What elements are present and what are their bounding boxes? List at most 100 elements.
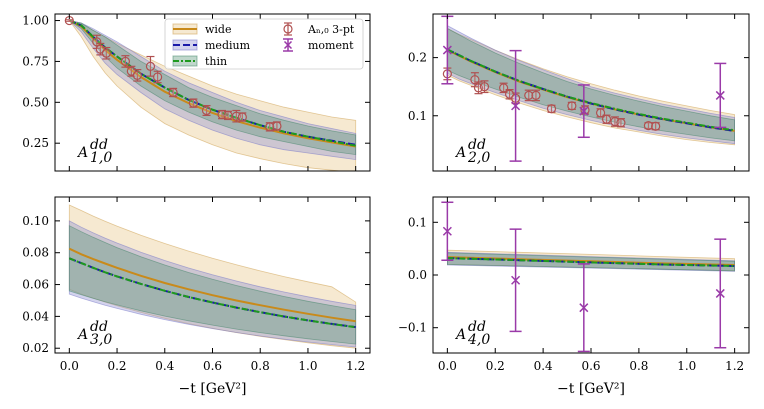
x-axis-label: −t [GeV²]: [557, 381, 625, 397]
point-moment: [442, 226, 452, 236]
x-tick-label: 1.2: [725, 359, 744, 373]
point-3pt: [265, 122, 275, 132]
point-3pt: [643, 121, 654, 131]
point-3pt: [546, 104, 557, 114]
y-tick-label: 0.06: [22, 278, 49, 292]
point-3pt: [237, 112, 247, 122]
line-medium: [447, 257, 735, 267]
line-thin: [68, 19, 356, 147]
line-wide: [68, 247, 356, 323]
panel-label-sup: dd: [90, 319, 108, 335]
panel-label: A: [454, 145, 466, 161]
y-tick-label: −0.1: [398, 321, 427, 335]
y-tick-label: 0.02: [22, 341, 49, 355]
y-tick-label: 0.08: [22, 246, 49, 260]
y-tick-label: 1.00: [22, 14, 49, 28]
band-thin: [68, 225, 357, 345]
y-tick-label: 0.50: [22, 95, 49, 109]
point-moment: [579, 106, 589, 116]
panel-label: A: [454, 327, 466, 343]
legend-marker-cross: [283, 40, 293, 50]
legend-label-circle: Aₙ,₀ 3-pt: [307, 23, 355, 36]
legend-label-cross: moment: [308, 39, 354, 52]
x-tick-label: 1.0: [677, 359, 696, 373]
point-3pt: [272, 121, 282, 131]
x-tick-label: 1.2: [346, 359, 365, 373]
chart-panel-3: 0.0 0.2 0.4 0.6 0.8 1.0 1.2 0.02 0.04 0.06 0.08 0.1…: [22, 196, 371, 397]
x-axis-label: −t [GeV²]: [179, 381, 247, 397]
point-3pt: [223, 110, 233, 120]
point-3pt: [153, 72, 163, 82]
legend-box: [164, 18, 364, 70]
y-tick-label: 0.10: [22, 214, 49, 228]
band-thin: [447, 27, 735, 142]
x-tick-label: 0.6: [581, 359, 600, 373]
legend-label-thin: thin: [205, 55, 227, 68]
plot-area: [64, 15, 357, 171]
legend-label-wide: wide: [205, 23, 232, 36]
plot-area: [441, 201, 735, 353]
point-3pt: [499, 83, 509, 93]
panel-label-sup: dd: [90, 137, 108, 153]
point-3pt: [651, 121, 661, 131]
panel-label: A: [76, 145, 88, 161]
point-3pt: [567, 101, 577, 111]
x-tick-label: 0.0: [60, 359, 79, 373]
point-3pt: [168, 87, 178, 98]
y-tick-label: 0.25: [22, 136, 49, 150]
point-3pt: [531, 90, 541, 101]
point-moment: [511, 101, 521, 111]
legend: wide medium thin Aₙ,₀ 3-pt moment: [164, 18, 364, 70]
point-moment: [715, 288, 725, 298]
plot-area: [441, 15, 735, 162]
point-moment: [579, 303, 589, 313]
point-moment: [511, 275, 521, 285]
chart-panel-2: 0.1 0.2 A dd2,0: [408, 13, 750, 172]
line-wide: [447, 256, 735, 266]
panel-label-sup: dd: [468, 319, 486, 335]
y-tick-label: 0.0: [408, 268, 427, 282]
x-tick-label: 0.0: [438, 359, 457, 373]
y-tick-label: 0.1: [408, 215, 427, 229]
x-tick-label: 0.4: [155, 359, 174, 373]
y-tick-label: 0.04: [22, 309, 49, 323]
x-tick-label: 0.4: [534, 359, 553, 373]
point-moment: [715, 90, 725, 100]
panel-label-sub: 2,0: [467, 150, 490, 166]
x-tick-label: 0.8: [251, 359, 270, 373]
y-tick-label: 0.75: [22, 54, 49, 68]
line-thin: [446, 48, 735, 132]
chart-panel-1: 0.25 0.50 0.75 1.00 A dd1,0 wide medium thin Aₙ,₀…: [22, 13, 371, 172]
band-medium: [68, 220, 357, 348]
x-tick-label: 0.2: [486, 359, 505, 373]
y-tick-label: 0.2: [408, 51, 427, 65]
y-tick-label: 0.1: [408, 109, 427, 123]
x-tick-label: 1.0: [298, 359, 317, 373]
legend-marker-circle: [283, 24, 293, 34]
legend-label-medium: medium: [205, 39, 251, 52]
panel-label-sup: dd: [468, 137, 486, 153]
panel-label: A: [76, 327, 88, 343]
point-3pt: [101, 48, 111, 58]
point-3pt: [188, 98, 199, 108]
point-3pt: [145, 61, 156, 71]
point-3pt: [92, 37, 102, 47]
plot-area: [68, 204, 357, 349]
line-thin: [68, 257, 356, 329]
x-tick-label: 0.2: [107, 359, 126, 373]
point-3pt: [120, 56, 130, 67]
point-3pt: [201, 105, 212, 116]
point-3pt: [132, 70, 142, 80]
point-moment: [442, 45, 452, 55]
point-3pt: [479, 82, 490, 92]
point-3pt: [616, 118, 626, 128]
point-3pt: [524, 90, 534, 101]
chart-panel-4: 0.0 0.2 0.4 0.6 0.8 1.0 1.2 −0.1 0.0 0.1 −t [GeV²]…: [398, 196, 750, 397]
panel-label-sub: 4,0: [467, 332, 490, 348]
panel-label-sub: 3,0: [90, 332, 112, 348]
panel-label-sub: 1,0: [90, 150, 112, 166]
point-3pt: [601, 114, 612, 124]
x-tick-label: 0.6: [203, 359, 222, 373]
band-medium: [447, 24, 735, 145]
